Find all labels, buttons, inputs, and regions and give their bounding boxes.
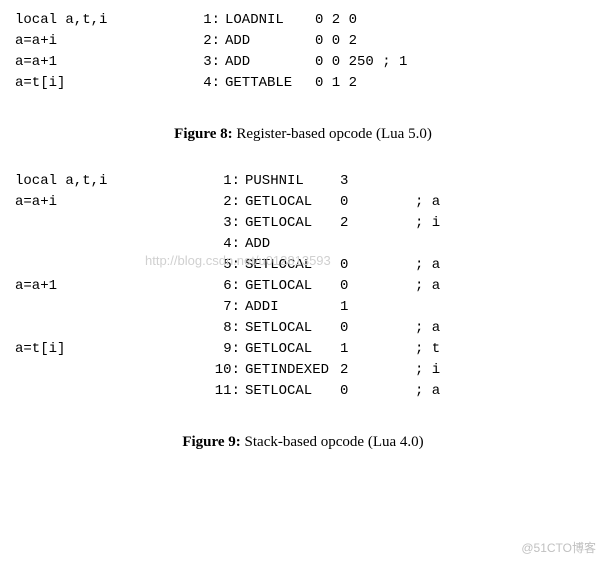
code-row: a=a+1 3: ADD 0 0 250 ; 1 xyxy=(15,52,591,73)
src-cell: local a,t,i xyxy=(15,10,190,31)
code-row: 8: SETLOCAL 0 ; a xyxy=(15,318,591,339)
code-row: 5: SETLOCAL 0 ; a xyxy=(15,255,591,276)
code-row: 10: GETINDEXED 2 ; i xyxy=(15,360,591,381)
num-cell: 4: xyxy=(190,73,220,94)
src-cell: a=t[i] xyxy=(15,339,210,360)
cmt-cell: ; t xyxy=(415,339,591,360)
src-cell xyxy=(15,213,210,234)
args-cell: 0 0 2 xyxy=(315,31,415,52)
code-row: a=a+i 2: ADD 0 0 2 xyxy=(15,31,591,52)
op-cell: PUSHNIL xyxy=(240,171,340,192)
args-cell: 0 2 0 xyxy=(315,10,415,31)
args-cell: 0 xyxy=(340,255,415,276)
op-cell: LOADNIL xyxy=(220,10,315,31)
op-cell: GETLOCAL xyxy=(240,192,340,213)
cmt-cell: ; a xyxy=(415,255,591,276)
caption-label: Figure 9: xyxy=(182,434,240,450)
num-cell: 5: xyxy=(210,255,240,276)
args-cell: 3 xyxy=(340,171,415,192)
caption-text: Stack-based opcode (Lua 4.0) xyxy=(241,434,424,450)
code-row: a=t[i] 4: GETTABLE 0 1 2 xyxy=(15,73,591,94)
args-cell: 0 xyxy=(340,276,415,297)
op-cell: GETINDEXED xyxy=(240,360,340,381)
code-row: 4: ADD xyxy=(15,234,591,255)
code-row: local a,t,i 1: LOADNIL 0 2 0 xyxy=(15,10,591,31)
num-cell: 3: xyxy=(210,213,240,234)
caption-text: Register-based opcode (Lua 5.0) xyxy=(233,126,432,142)
op-cell: GETLOCAL xyxy=(240,213,340,234)
args-cell: 0 xyxy=(340,192,415,213)
num-cell: 6: xyxy=(210,276,240,297)
code-row: 11: SETLOCAL 0 ; a xyxy=(15,381,591,402)
op-cell: SETLOCAL xyxy=(240,318,340,339)
src-cell: a=a+i xyxy=(15,31,190,52)
code-row: a=a+i 2: GETLOCAL 0 ; a xyxy=(15,192,591,213)
num-cell: 7: xyxy=(210,297,240,318)
args-cell: 0 1 2 xyxy=(315,73,415,94)
figure9-code: local a,t,i 1: PUSHNIL 3 a=a+i 2: GETLOC… xyxy=(15,171,591,402)
cmt-cell xyxy=(415,234,591,255)
src-cell: a=a+1 xyxy=(15,52,190,73)
figure8-code: local a,t,i 1: LOADNIL 0 2 0 a=a+i 2: AD… xyxy=(15,10,591,94)
num-cell: 10: xyxy=(210,360,240,381)
cmt-cell: ; i xyxy=(415,213,591,234)
num-cell: 11: xyxy=(210,381,240,402)
src-cell xyxy=(15,255,210,276)
args-cell: 1 xyxy=(340,297,415,318)
cmt-cell: ; a xyxy=(415,318,591,339)
args-cell: 2 xyxy=(340,213,415,234)
caption-label: Figure 8: xyxy=(174,126,232,142)
num-cell: 1: xyxy=(190,10,220,31)
num-cell: 9: xyxy=(210,339,240,360)
op-cell: ADD xyxy=(220,52,315,73)
cmt-cell: ; i xyxy=(415,360,591,381)
args-cell: 2 xyxy=(340,360,415,381)
op-cell: ADDI xyxy=(240,297,340,318)
src-cell xyxy=(15,234,210,255)
num-cell: 1: xyxy=(210,171,240,192)
op-cell: ADD xyxy=(220,31,315,52)
code-row: a=t[i] 9: GETLOCAL 1 ; t xyxy=(15,339,591,360)
footer-watermark: @51CTO博客 xyxy=(521,539,596,556)
args-cell xyxy=(340,234,415,255)
num-cell: 2: xyxy=(210,192,240,213)
figure9-caption: Figure 9: Stack-based opcode (Lua 4.0) xyxy=(15,434,591,451)
src-cell xyxy=(15,318,210,339)
code-row: 7: ADDI 1 xyxy=(15,297,591,318)
cmt-cell: ; a xyxy=(415,381,591,402)
op-cell: SETLOCAL xyxy=(240,381,340,402)
cmt-cell xyxy=(415,297,591,318)
cmt-cell: ; a xyxy=(415,276,591,297)
num-cell: 8: xyxy=(210,318,240,339)
code-row: local a,t,i 1: PUSHNIL 3 xyxy=(15,171,591,192)
op-cell: GETLOCAL xyxy=(240,276,340,297)
code-row: 3: GETLOCAL 2 ; i xyxy=(15,213,591,234)
args-cell: 1 xyxy=(340,339,415,360)
op-cell: SETLOCAL xyxy=(240,255,340,276)
src-cell: a=t[i] xyxy=(15,73,190,94)
src-cell xyxy=(15,381,210,402)
src-cell xyxy=(15,297,210,318)
cmt-cell xyxy=(415,171,591,192)
cmt-cell: ; a xyxy=(415,192,591,213)
op-cell: GETTABLE xyxy=(220,73,315,94)
op-cell: ADD xyxy=(240,234,340,255)
args-cell: 0 0 250 ; 1 xyxy=(315,52,415,73)
src-cell: a=a+1 xyxy=(15,276,210,297)
num-cell: 3: xyxy=(190,52,220,73)
src-cell: a=a+i xyxy=(15,192,210,213)
num-cell: 4: xyxy=(210,234,240,255)
src-cell: local a,t,i xyxy=(15,171,210,192)
code-row: a=a+1 6: GETLOCAL 0 ; a xyxy=(15,276,591,297)
src-cell xyxy=(15,360,210,381)
args-cell: 0 xyxy=(340,381,415,402)
num-cell: 2: xyxy=(190,31,220,52)
op-cell: GETLOCAL xyxy=(240,339,340,360)
args-cell: 0 xyxy=(340,318,415,339)
figure8-caption: Figure 8: Register-based opcode (Lua 5.0… xyxy=(15,126,591,143)
